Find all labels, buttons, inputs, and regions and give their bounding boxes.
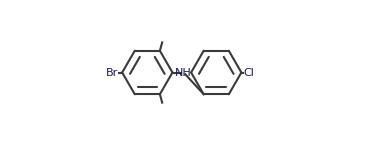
Text: Cl: Cl xyxy=(243,68,254,77)
Text: Br: Br xyxy=(106,68,119,77)
Text: NH: NH xyxy=(174,68,191,77)
